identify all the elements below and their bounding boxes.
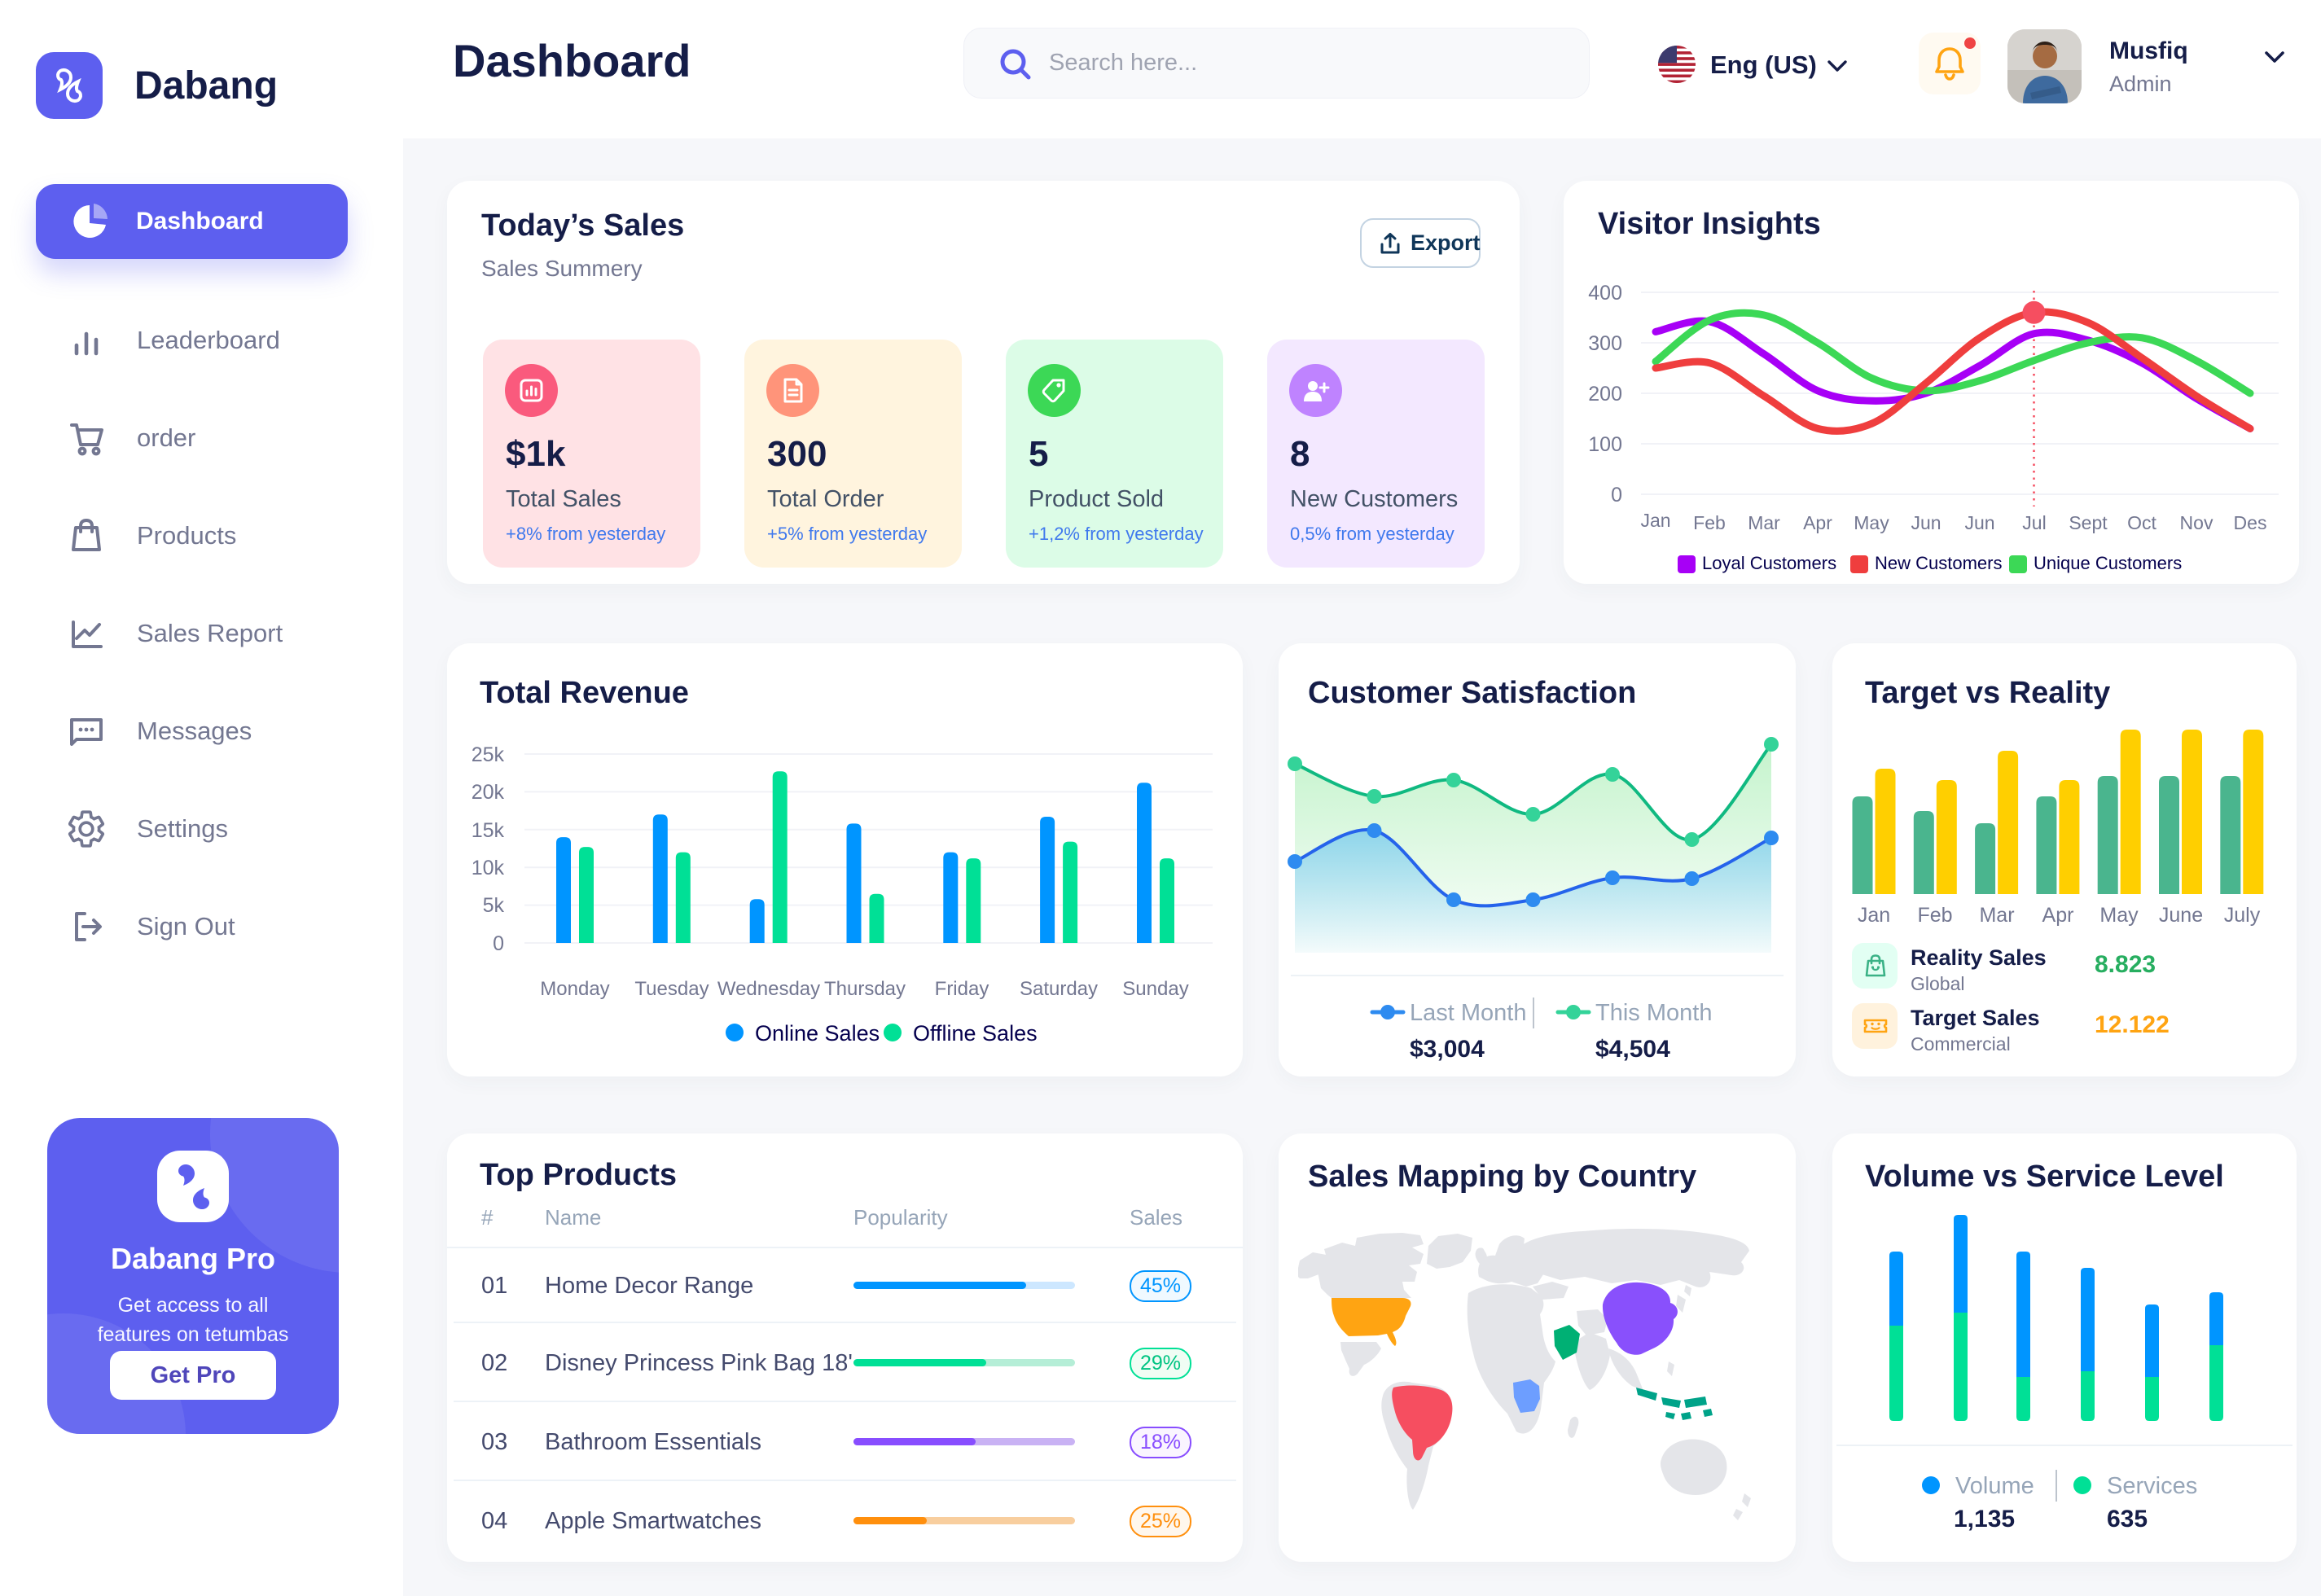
svg-text:$4,504: $4,504 bbox=[1595, 1036, 1670, 1063]
svg-text:29%: 29% bbox=[1140, 1352, 1181, 1375]
svg-text:Reality Sales: Reality Sales bbox=[1911, 945, 2047, 970]
svg-text:0: 0 bbox=[493, 932, 504, 955]
svg-text:300: 300 bbox=[1588, 332, 1622, 355]
svg-text:15k: 15k bbox=[472, 819, 505, 842]
svg-text:02: 02 bbox=[481, 1350, 507, 1376]
svg-text:$3,004: $3,004 bbox=[1410, 1036, 1485, 1063]
svg-text:Des: Des bbox=[2234, 512, 2267, 533]
svg-text:8.823: 8.823 bbox=[2095, 951, 2156, 978]
svg-text:Thursday: Thursday bbox=[824, 978, 906, 1000]
svg-text:Global: Global bbox=[1911, 973, 1964, 994]
svg-text:Jun: Jun bbox=[1911, 512, 1941, 533]
svg-text:Jan: Jan bbox=[1858, 904, 1890, 927]
svg-text:Mar: Mar bbox=[1979, 904, 2014, 927]
svg-text:May: May bbox=[1854, 512, 1889, 533]
svg-text:Feb: Feb bbox=[1917, 904, 1952, 927]
svg-text:Oct: Oct bbox=[2127, 512, 2156, 533]
svg-text:Saturday: Saturday bbox=[1020, 978, 1098, 1000]
svg-text:Sales: Sales bbox=[1130, 1205, 1182, 1230]
svg-text:Tuesday: Tuesday bbox=[634, 978, 709, 1000]
svg-text:Apr: Apr bbox=[2042, 904, 2074, 927]
svg-text:5k: 5k bbox=[483, 894, 505, 917]
svg-text:Monday: Monday bbox=[540, 978, 609, 1000]
svg-text:Volume: Volume bbox=[1955, 1473, 2034, 1499]
svg-text:635: 635 bbox=[2107, 1506, 2148, 1532]
svg-text:May: May bbox=[2099, 904, 2139, 927]
svg-text:Last Month: Last Month bbox=[1410, 1000, 1526, 1026]
svg-text:10k: 10k bbox=[472, 857, 505, 879]
svg-text:Jan: Jan bbox=[1640, 510, 1670, 531]
svg-text:Friday: Friday bbox=[935, 978, 989, 1000]
svg-text:Wednesday: Wednesday bbox=[717, 978, 820, 1000]
svg-text:Popularity: Popularity bbox=[853, 1205, 948, 1230]
svg-text:Offline Sales: Offline Sales bbox=[913, 1021, 1038, 1046]
svg-text:Online Sales: Online Sales bbox=[755, 1021, 880, 1046]
svg-text:Sept: Sept bbox=[2069, 512, 2108, 533]
svg-text:400: 400 bbox=[1588, 282, 1622, 305]
svg-text:Services: Services bbox=[2107, 1473, 2197, 1499]
svg-text:03: 03 bbox=[481, 1429, 507, 1455]
svg-text:Apple Smartwatches: Apple Smartwatches bbox=[545, 1508, 761, 1534]
svg-text:25%: 25% bbox=[1140, 1510, 1181, 1532]
svg-text:Nov: Nov bbox=[2180, 512, 2214, 533]
svg-text:Home Decor Range: Home Decor Range bbox=[545, 1273, 753, 1299]
svg-text:0: 0 bbox=[1611, 484, 1622, 506]
svg-text:Unique Customers: Unique Customers bbox=[2034, 553, 2182, 573]
svg-text:04: 04 bbox=[481, 1508, 507, 1534]
svg-text:#: # bbox=[481, 1205, 494, 1230]
svg-text:12.122: 12.122 bbox=[2095, 1011, 2170, 1038]
svg-text:20k: 20k bbox=[472, 781, 505, 804]
svg-text:100: 100 bbox=[1588, 433, 1622, 456]
svg-text:Mar: Mar bbox=[1748, 512, 1780, 533]
svg-text:Loyal Customers: Loyal Customers bbox=[1702, 553, 1836, 573]
svg-text:01: 01 bbox=[481, 1273, 507, 1299]
svg-text:25k: 25k bbox=[472, 743, 505, 766]
svg-text:This Month: This Month bbox=[1595, 1000, 1712, 1026]
svg-text:Jul: Jul bbox=[2022, 512, 2046, 533]
svg-text:1,135: 1,135 bbox=[1954, 1506, 2015, 1532]
svg-text:Disney Princess Pink Bag 18': Disney Princess Pink Bag 18' bbox=[545, 1350, 853, 1376]
svg-text:Name: Name bbox=[545, 1205, 601, 1230]
svg-text:July: July bbox=[2224, 904, 2261, 927]
svg-text:Commercial: Commercial bbox=[1911, 1033, 2011, 1054]
svg-text:Jun: Jun bbox=[1964, 512, 1994, 533]
svg-text:June: June bbox=[2159, 904, 2203, 927]
svg-text:Feb: Feb bbox=[1693, 512, 1726, 533]
svg-text:Target Sales: Target Sales bbox=[1911, 1006, 2040, 1030]
svg-text:Bathroom Essentials: Bathroom Essentials bbox=[545, 1429, 761, 1455]
svg-text:Apr: Apr bbox=[1803, 512, 1832, 533]
svg-text:New Customers: New Customers bbox=[1875, 553, 2002, 573]
svg-text:45%: 45% bbox=[1140, 1274, 1181, 1297]
svg-text:18%: 18% bbox=[1140, 1431, 1181, 1454]
svg-text:200: 200 bbox=[1588, 383, 1622, 406]
svg-text:Sunday: Sunday bbox=[1122, 978, 1188, 1000]
